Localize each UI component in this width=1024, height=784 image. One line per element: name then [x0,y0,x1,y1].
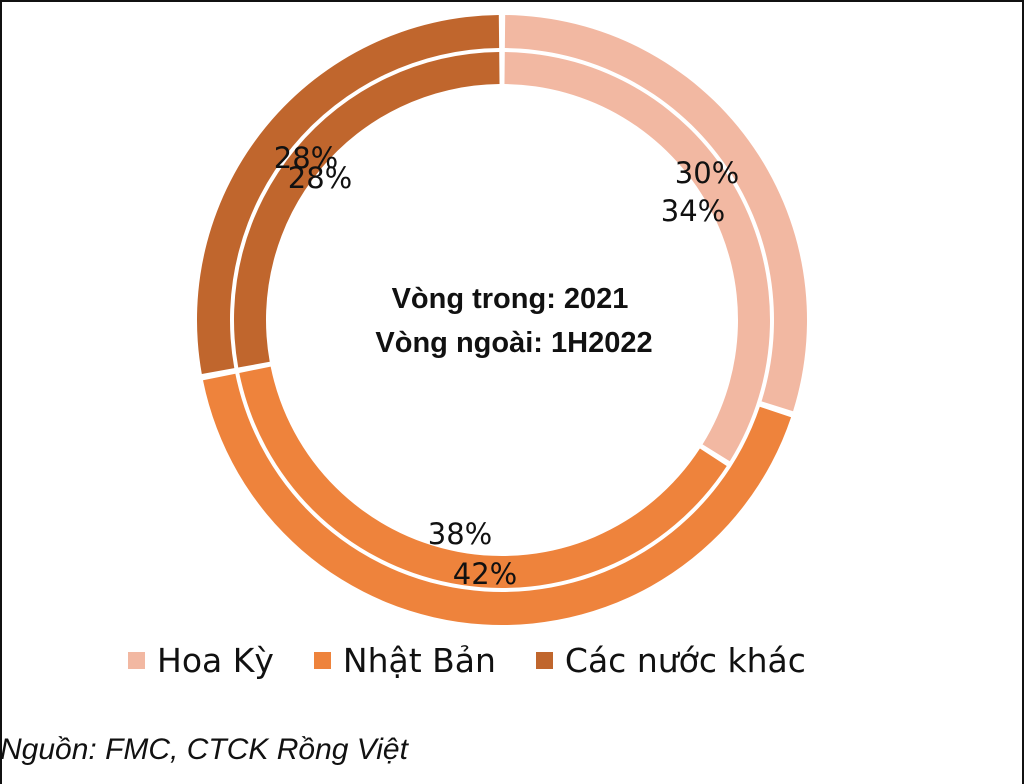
slice-label-inner-nhat-ban: 38% [428,517,492,551]
slice-label-outer-nhat-ban: 42% [453,557,517,591]
legend-item-hoa-ky: Hoa Kỳ [128,641,274,680]
slice-label-inner-hoa-ky: 34% [661,194,725,228]
slice-inner-nhat-ban [239,366,727,588]
legend: Hoa Kỳ Nhật Bản Các nước khác [128,638,846,682]
slice-outer-nhat-ban [203,373,792,625]
slice-label-inner-cac-nuoc-khac: 28% [288,161,352,195]
legend-label-hoa-ky: Hoa Kỳ [157,640,274,680]
donut-chart: Vòng trong: 2021 Vòng ngoài: 1H2022 34%3… [197,15,807,625]
slice-inner-hoa-ky [504,52,771,462]
slice-outer-cac-nuoc-khac [197,15,500,375]
slice-outer-hoa-ky [504,15,807,412]
slice-label-outer-hoa-ky: 30% [675,156,739,190]
legend-swatch-hoa-ky [128,651,145,669]
donut-rings [197,15,807,625]
legend-swatch-nhat-ban [313,651,331,669]
legend-label-cac-nuoc-khac: Các nước khác [564,640,806,680]
slice-labels: 34% 38% 28% 30% 42% 28% [274,141,739,591]
slice-inner-cac-nuoc-khac [234,52,500,368]
center-label-inner: Vòng trong: 2021 [392,283,629,315]
legend-label-nhat-ban: Nhật Bản [342,640,496,680]
legend-item-nhat-ban: Nhật Bản [313,640,496,680]
center-label-outer: Vòng ngoài: 1H2022 [375,327,652,359]
slice-label-outer-cac-nuoc-khac: 28% [274,141,338,175]
legend-item-cac-nuoc-khac: Các nước khác [535,640,806,680]
source-note: Nguồn: FMC, CTCK Rồng Việt [0,733,408,766]
legend-swatch-cac-nuoc-khac [535,651,553,669]
